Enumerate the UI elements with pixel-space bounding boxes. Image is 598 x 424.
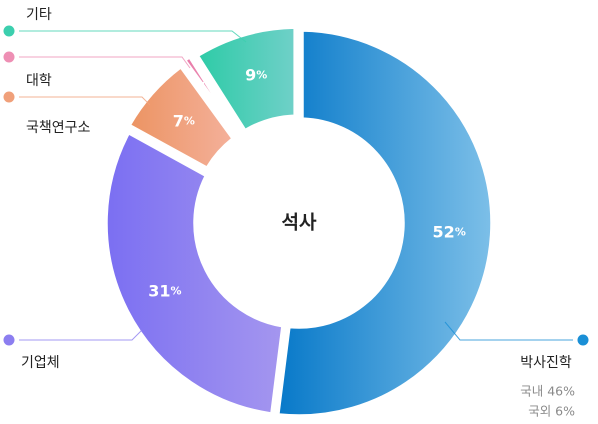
donut-slice: [106, 133, 283, 414]
legend-dot: [577, 334, 589, 346]
legend-label: 박사진학: [520, 355, 572, 371]
legend-label: 대학: [26, 73, 52, 89]
legend-dot: [3, 25, 15, 37]
legend-dot: [3, 334, 15, 346]
legend-label: 기업체: [21, 355, 60, 371]
donut-slice: [197, 27, 295, 131]
leader-line: [19, 329, 143, 341]
donut-slice: [278, 30, 492, 416]
legend-dot: [3, 91, 15, 103]
legend-sublabel: 국내 46%: [520, 384, 575, 399]
center-label: 석사: [282, 212, 317, 234]
leader-line: [444, 321, 573, 341]
leader-line: [19, 96, 151, 106]
legend-dot: [3, 51, 15, 63]
leader-line: [19, 30, 247, 43]
slice-percent-label: 31%: [148, 281, 181, 300]
donut-slice: [129, 67, 233, 168]
slice-percent-label: 9%: [245, 65, 267, 84]
slice-percent-label: 52%: [433, 222, 466, 241]
donut-slice: [185, 57, 238, 133]
legend-label: 기타: [26, 7, 52, 23]
slice-percent-label: 1%: [197, 78, 219, 97]
legend-label: 국책연구소: [26, 120, 91, 136]
legend-sublabel: 국외 6%: [528, 404, 575, 419]
leader-line: [19, 56, 191, 69]
slice-percent-label: 7%: [173, 111, 195, 130]
